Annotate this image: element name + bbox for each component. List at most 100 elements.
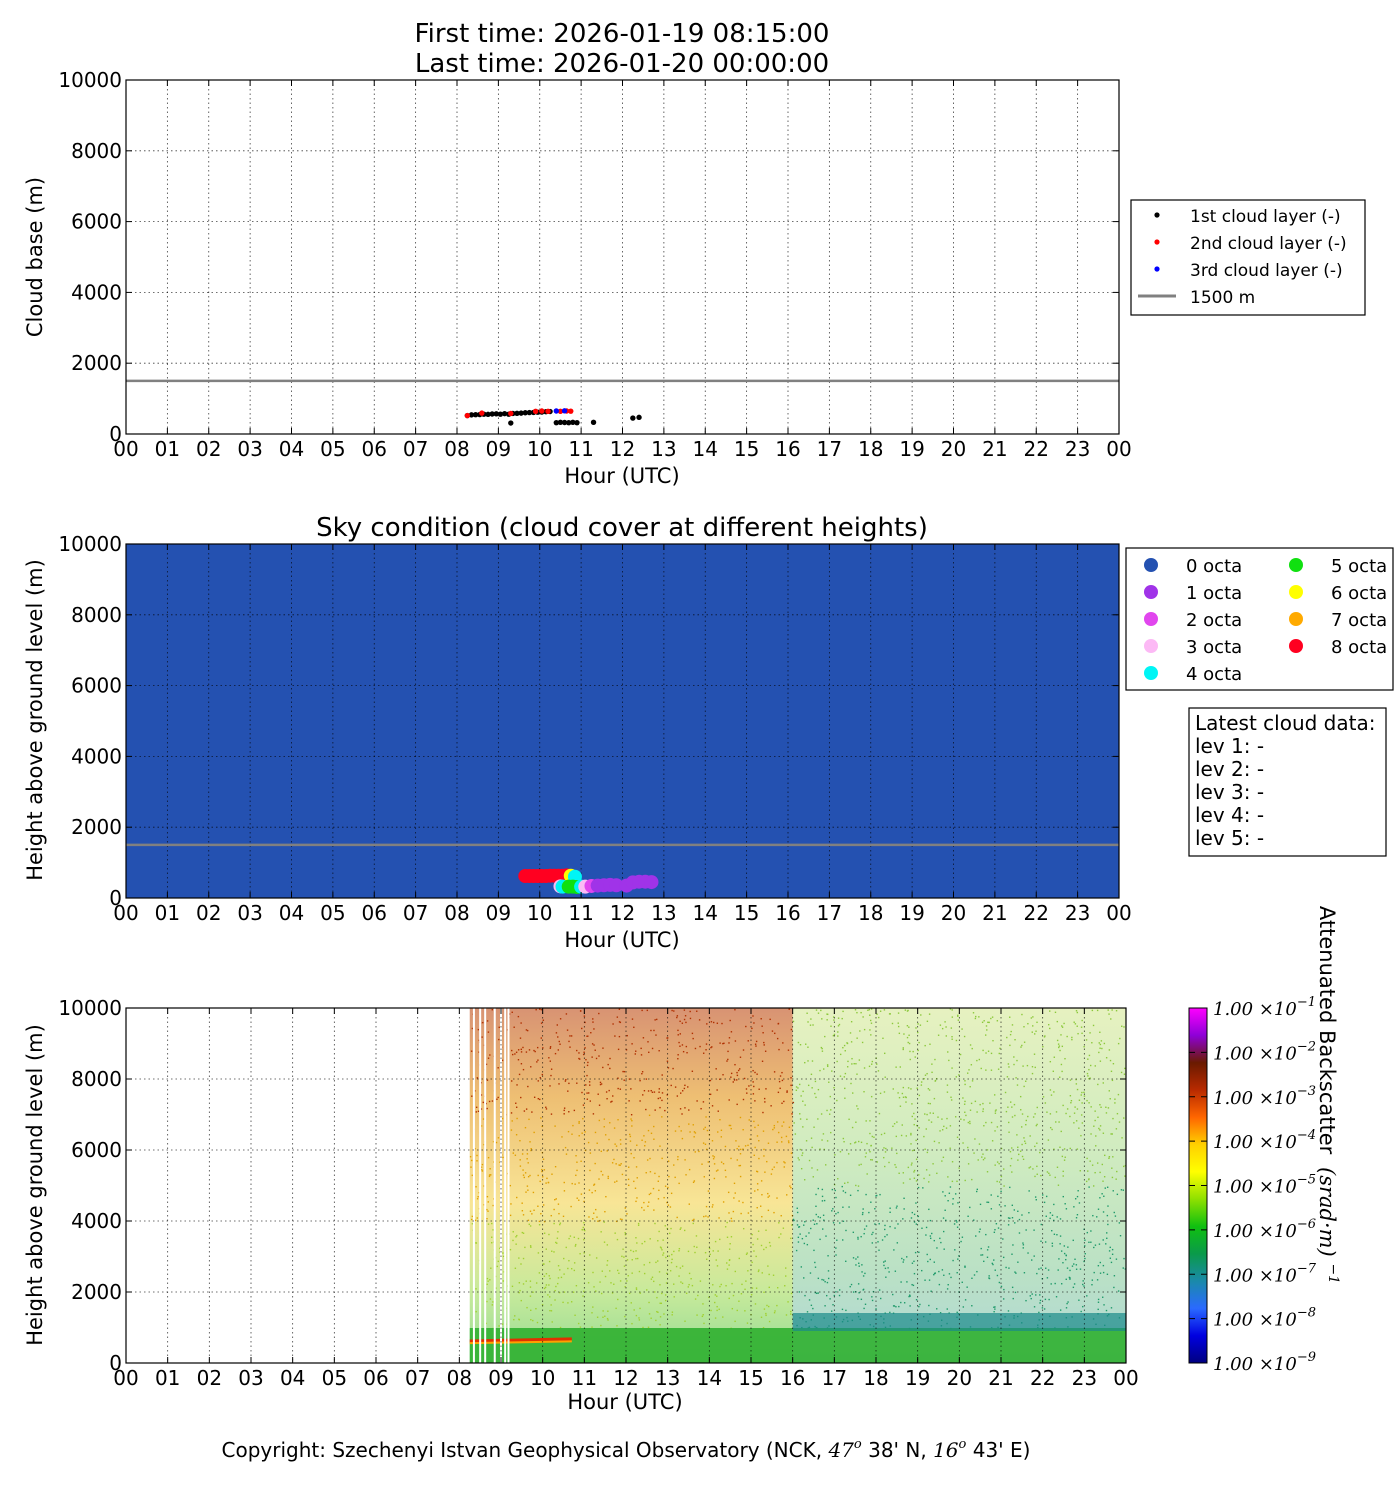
backscatter-speck — [578, 1052, 580, 1054]
backscatter-speck — [1017, 1261, 1019, 1263]
backscatter-speck — [1084, 1239, 1086, 1241]
backscatter-speck — [753, 1022, 755, 1024]
backscatter-speck — [947, 1051, 949, 1053]
backscatter-speck — [702, 1314, 704, 1316]
backscatter-speck — [876, 1063, 878, 1065]
backscatter-speck — [471, 1159, 473, 1162]
backscatter-speck — [819, 1238, 821, 1241]
backscatter-speck — [730, 1217, 733, 1220]
backscatter-speck — [794, 1133, 797, 1135]
backscatter-speck — [725, 1285, 727, 1287]
backscatter-speck — [909, 1295, 911, 1297]
sky-condition-y-tick-label: 8000 — [71, 603, 122, 627]
backscatter-speck — [862, 1016, 864, 1018]
sky-condition-x-tick-label: 00 — [1106, 901, 1131, 925]
backscatter-speck — [906, 1036, 909, 1039]
backscatter-speck — [1071, 1038, 1073, 1041]
backscatter-speck — [958, 1167, 960, 1169]
backscatter-speck — [836, 1099, 838, 1102]
backscatter-speck — [1042, 1096, 1045, 1098]
backscatter-speck — [1031, 1293, 1033, 1295]
backscatter-speck — [797, 1087, 799, 1089]
backscatter-speck — [946, 1084, 949, 1086]
backscatter-speck — [703, 1176, 706, 1178]
backscatter-speck — [540, 1022, 543, 1024]
backscatter-speck — [545, 1248, 547, 1250]
backscatter-speck — [656, 1018, 658, 1021]
sky-condition-x-tick-label: 05 — [320, 901, 345, 925]
backscatter-speck — [570, 1205, 572, 1208]
cloud-layer-3-point — [553, 408, 559, 414]
backscatter-speck — [747, 1040, 749, 1042]
legend-label-2nd: 2nd cloud layer (-) — [1190, 234, 1347, 254]
backscatter-speck — [738, 1200, 740, 1202]
backscatter-speck — [813, 1126, 815, 1128]
backscatter-speck — [549, 1047, 552, 1049]
octa-legend-frame — [1125, 547, 1394, 691]
backscatter-speck — [661, 1074, 663, 1076]
backscatter-speck — [1103, 1195, 1105, 1197]
backscatter-speck — [849, 1194, 852, 1197]
copyright-lat-min: 38' N, — [862, 1438, 933, 1462]
backscatter-speck — [657, 1180, 659, 1182]
backscatter-speck — [896, 1205, 898, 1207]
backscatter-speck — [576, 1197, 578, 1199]
backscatter-speck — [949, 1147, 951, 1149]
backscatter-speck — [1023, 1272, 1026, 1274]
backscatter-speck — [1011, 1216, 1014, 1219]
backscatter-speck — [546, 1177, 548, 1180]
backscatter-speck — [1024, 1140, 1026, 1142]
backscatter-speck — [630, 1113, 633, 1116]
backscatter-speck — [848, 1118, 850, 1121]
backscatter-speck — [973, 1274, 976, 1276]
backscatter-speck — [573, 1109, 576, 1112]
backscatter-speck — [847, 1153, 850, 1155]
backscatter-speck — [875, 1195, 877, 1197]
backscatter-speck — [1113, 1211, 1115, 1214]
backscatter-speck — [933, 1097, 936, 1100]
backscatter-speck — [673, 1164, 675, 1166]
backscatter-speck — [702, 1303, 704, 1305]
backscatter-speck — [1089, 1032, 1091, 1034]
backscatter-speck — [806, 1012, 808, 1014]
cloud-layer-1-point — [468, 412, 475, 418]
backscatter-speck — [1021, 1143, 1023, 1146]
backscatter-speck — [615, 1220, 618, 1223]
backscatter-speck — [676, 1016, 678, 1019]
backscatter-speck — [1086, 1072, 1089, 1075]
backscatter-speck — [946, 1308, 948, 1310]
backscatter-speck — [747, 1144, 749, 1147]
backscatter-speck — [563, 1257, 565, 1260]
backscatter-speck — [650, 1029, 652, 1032]
backscatter-speck — [529, 1141, 531, 1143]
colorbar-tick-label: 1.00 ×10−1 — [1213, 995, 1316, 1020]
backscatter-speck — [819, 1216, 822, 1219]
backscatter-speck — [819, 1069, 821, 1072]
backscatter-speck — [861, 1264, 863, 1266]
backscatter-speck — [538, 1220, 541, 1223]
backscatter-speck — [879, 1010, 882, 1012]
backscatter-speck — [844, 1097, 846, 1099]
backscatter-speck — [607, 1319, 609, 1321]
backscatter-speck — [501, 1323, 504, 1325]
backscatter-speck — [805, 1235, 807, 1237]
backscatter-speck — [1091, 1042, 1093, 1044]
backscatter-speck — [833, 1086, 835, 1089]
backscatter-speck — [598, 1178, 600, 1180]
backscatter-speck — [1118, 1222, 1121, 1224]
cloud-layer-2-point — [532, 408, 539, 415]
backscatter-speck — [549, 1085, 551, 1087]
backscatter-speck — [1000, 1285, 1003, 1288]
backscatter-speck — [744, 1145, 747, 1147]
backscatter-speck — [910, 1217, 913, 1219]
backscatter-speck — [912, 1050, 914, 1053]
backscatter-speck — [869, 1120, 871, 1122]
backscatter-speck — [948, 1059, 950, 1062]
backscatter-speck — [1048, 1172, 1050, 1175]
backscatter-speck — [589, 1100, 592, 1102]
backscatter-speck — [1011, 1253, 1013, 1255]
backscatter-speck — [1042, 1194, 1044, 1196]
backscatter-speck — [658, 1088, 661, 1090]
backscatter-speck — [862, 1208, 864, 1210]
backscatter-speck — [674, 1176, 676, 1179]
